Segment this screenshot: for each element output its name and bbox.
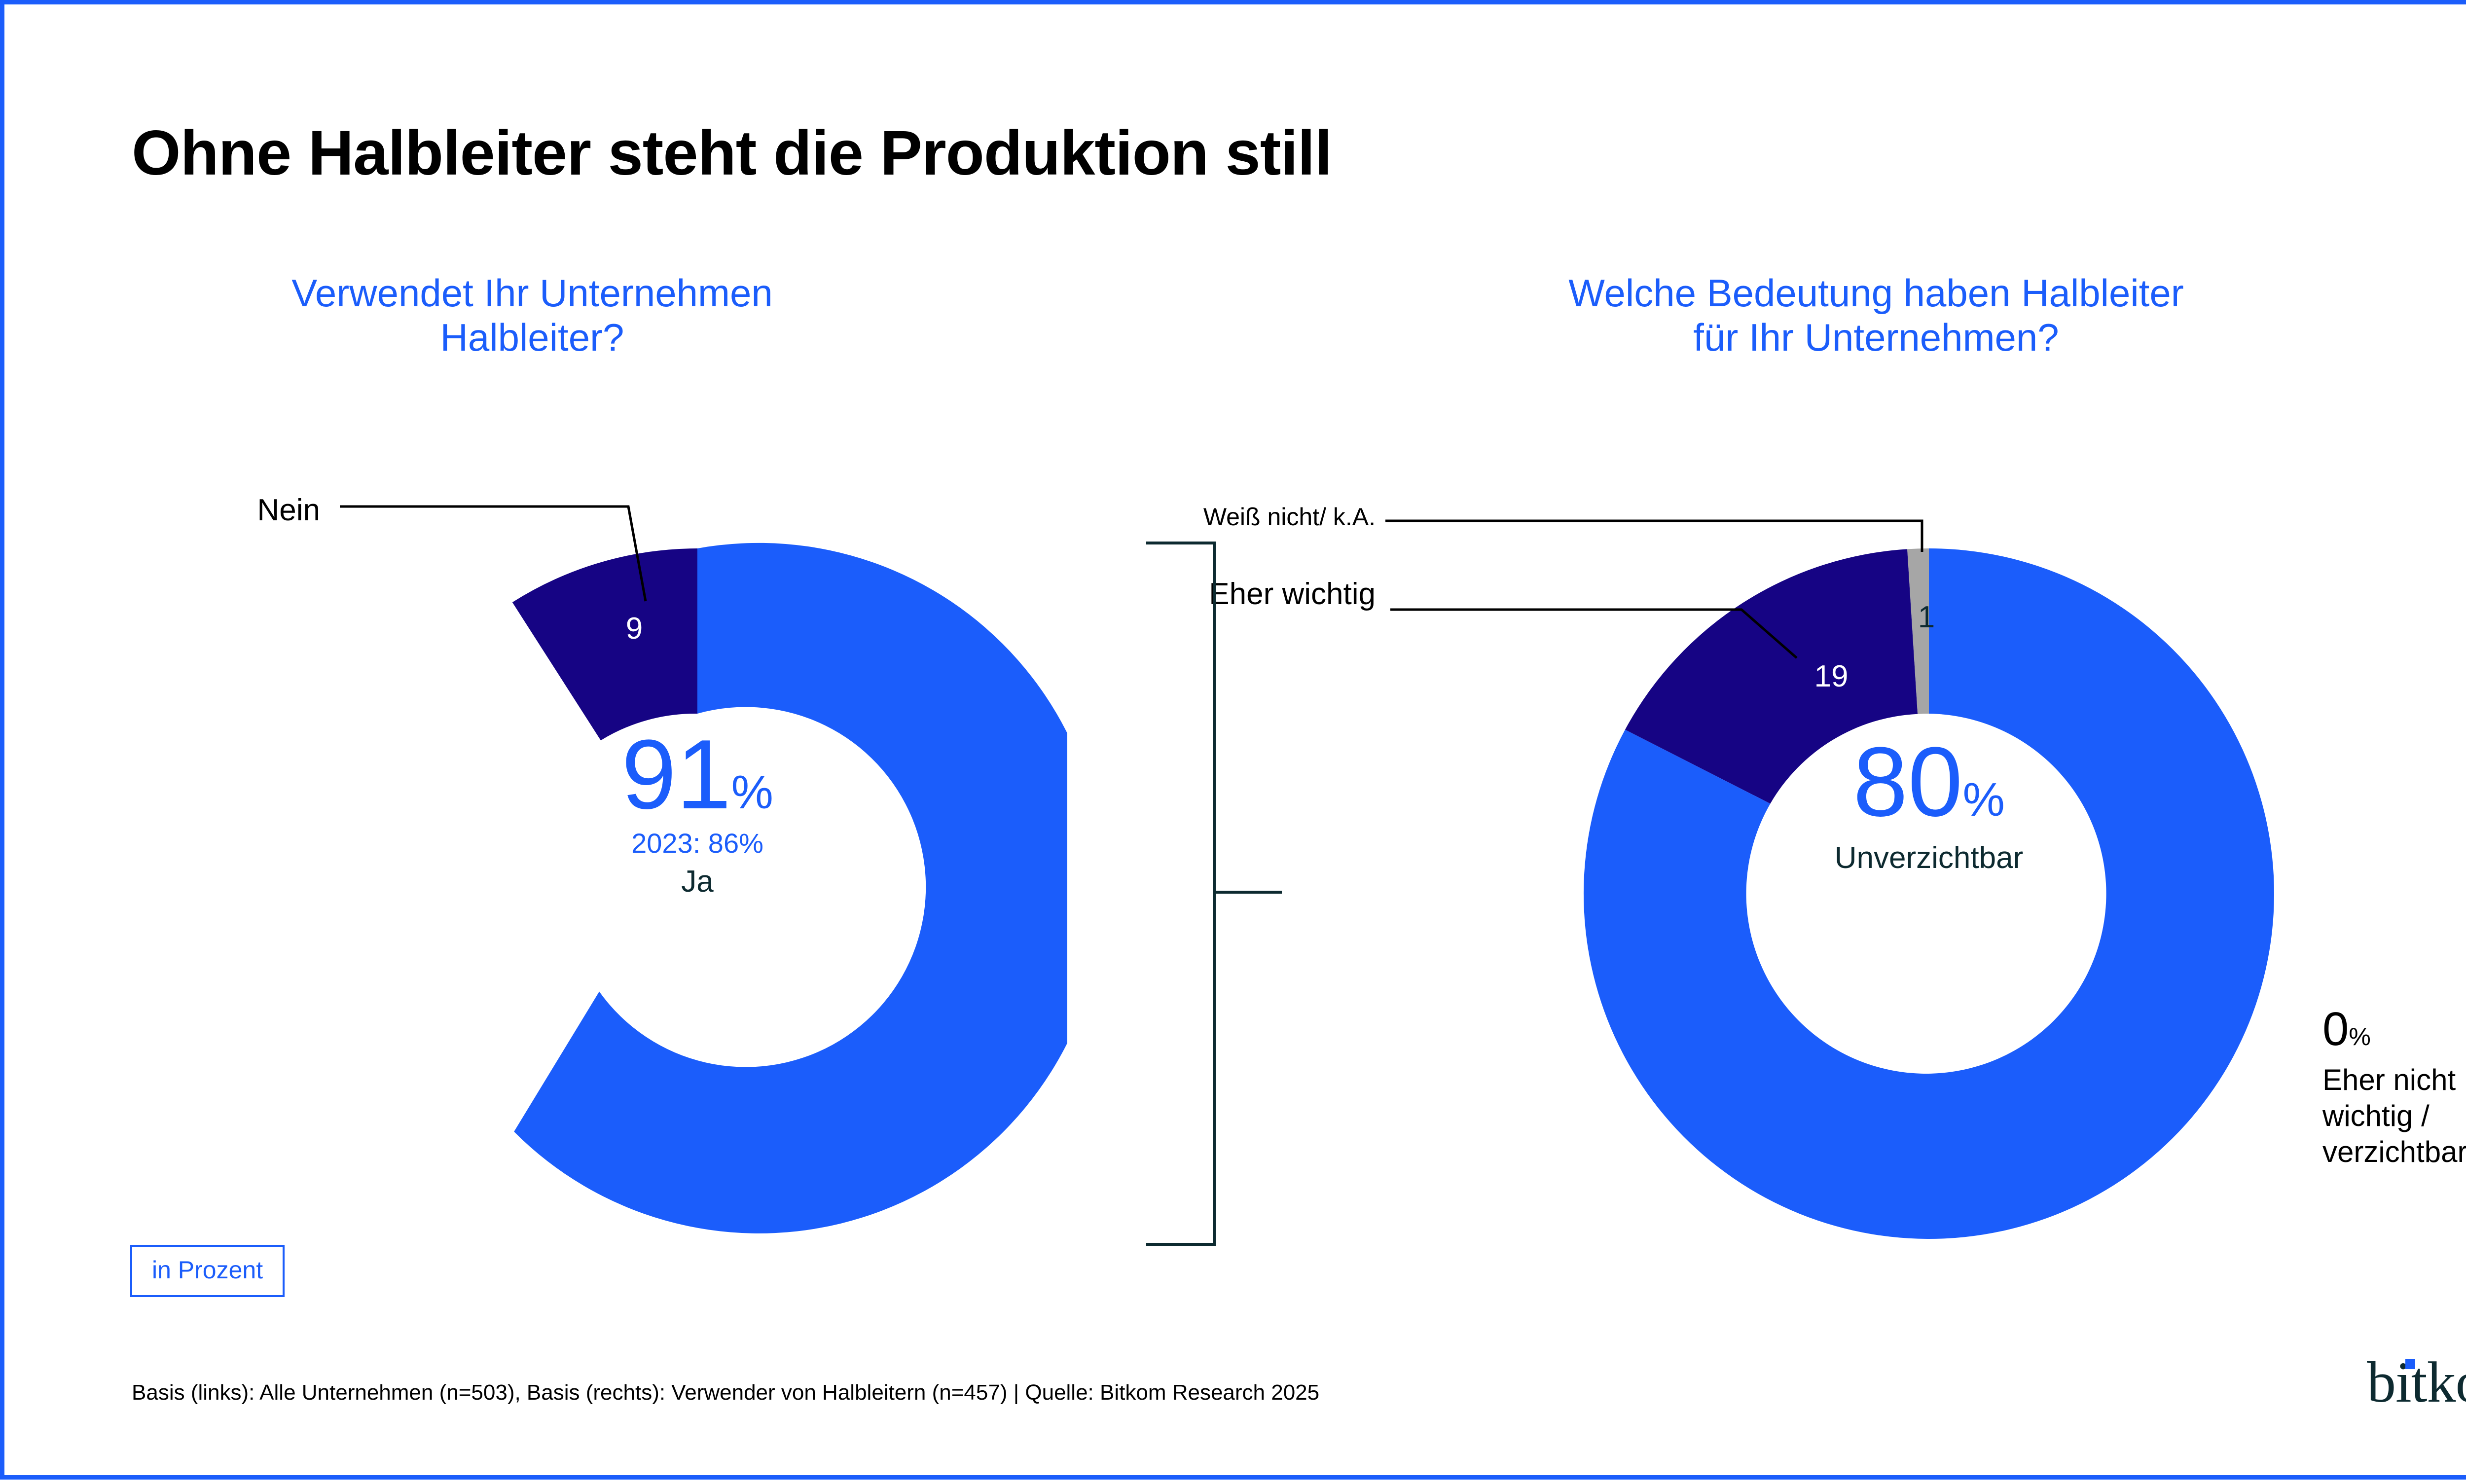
footer-source-note: Basis (links): Alle Unternehmen (n=503),… [132,1380,1320,1405]
right-center-value: 80 [1853,727,1963,837]
zero-label-line-3: verzichtbar [2322,1135,2466,1169]
zero-label: Eher nicht wichtig / verzichtbar [2322,1062,2466,1170]
left-donut-center: 91% 2023: 86% Ja [475,725,919,899]
bitkom-logo: bitkom [2367,1353,2466,1412]
zero-unit: % [2349,1023,2371,1050]
bitkom-logo-dot-icon [2405,1359,2415,1369]
left-segment-ja [514,543,1067,1233]
left-center-unit: % [731,766,773,819]
right-donut-center: 80% Unverzichtbar [1707,733,2151,875]
right-segment-unverzichtbar [1583,548,2274,1239]
right-center-number: 80% [1707,733,2151,832]
zero-value: 0 [2322,1003,2349,1055]
left-center-value: 91 [621,720,731,830]
left-callout-nein: Nein [257,493,320,527]
right-segment-weiss-nicht [1907,548,1929,714]
left-center-caption: Ja [681,865,714,899]
right-subtitle-line-2: für Ihr Unternehmen? [1693,316,2059,360]
left-previous-year: 2023: 86% [631,828,763,859]
right-zero-callout: 0% Eher nicht wichtig / verzichtbar [2322,1006,2466,1170]
right-center-caption: Unverzichtbar [1834,841,2024,875]
unit-badge: in Prozent [130,1245,285,1297]
right-callout-eher-wichtig: Eher wichtig [1209,577,1376,611]
zero-label-line-2: wichtig / [2322,1099,2430,1133]
page-title: Ohne Halbleiter steht die Produktion sti… [132,118,1332,188]
left-segment-value: 9 [626,612,643,646]
zero-value-row: 0% [2322,1006,2466,1053]
right-panel-subtitle: Welche Bedeutung haben Halbleiter für Ih… [1316,271,2436,360]
right-segment-value-navy: 19 [1814,659,1849,693]
left-center-number: 91% [475,725,919,824]
right-segment-eher-wichtig [1625,549,1918,804]
right-donut-svg: 19 1 [1583,548,2274,1239]
right-subtitle-line-1: Welche Bedeutung haben Halbleiter [1568,271,2184,315]
right-center-unit: % [1962,773,2005,826]
bitkom-logo-text: bitkom [2367,1350,2466,1414]
left-panel-subtitle: Verwendet Ihr Unternehmen Halbleiter? [143,271,922,360]
center-bracket [1146,542,1216,1246]
right-donut-chart: 19 1 [1559,524,2299,1264]
right-callout-weiss-nicht: Weiß nicht/ k.A. [1203,503,1376,531]
zero-label-line-1: Eher nicht [2322,1063,2456,1096]
left-segment-nein [512,548,697,741]
right-segment-value-grey: 1 [1918,600,1935,634]
left-subtitle-line-1: Verwendet Ihr Unternehmen [291,271,773,315]
left-subtitle-line-2: Halbleiter? [440,316,624,360]
